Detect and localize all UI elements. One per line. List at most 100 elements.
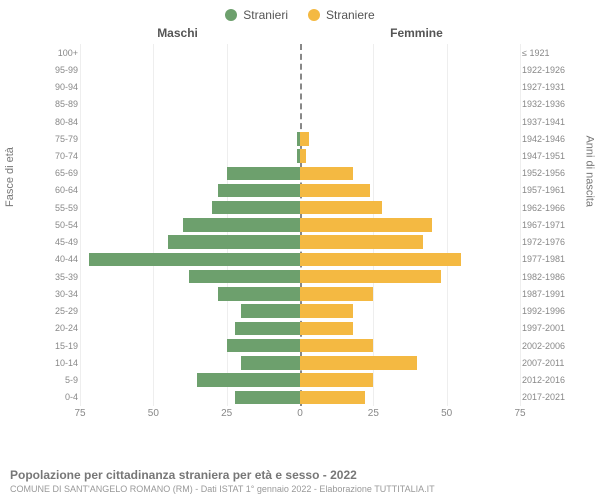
birth-year-label: 1942-1946: [522, 134, 576, 144]
male-bar-container: [80, 268, 300, 285]
male-bar: [218, 184, 300, 197]
pyramid-row: 80-841937-1941: [80, 113, 520, 130]
x-tick: 50: [441, 408, 452, 419]
pyramid-row: 30-341987-1991: [80, 285, 520, 302]
female-bar-container: [300, 354, 520, 371]
male-bar-container: [80, 320, 300, 337]
male-bar: [218, 287, 300, 300]
female-bar-container: [300, 216, 520, 233]
male-bar: [197, 373, 300, 386]
column-header-female: Femmine: [390, 26, 443, 40]
male-bar-container: [80, 113, 300, 130]
y-axis-label-right: Anni di nascita: [584, 135, 596, 207]
pyramid-row: 5-92012-2016: [80, 371, 520, 388]
birth-year-label: 1952-1956: [522, 168, 576, 178]
x-tick: 75: [514, 408, 525, 419]
female-bar-container: [300, 61, 520, 78]
age-label: 20-24: [44, 323, 78, 333]
pyramid-row: 55-591962-1966: [80, 199, 520, 216]
female-bar: [300, 218, 432, 231]
female-bar-container: [300, 234, 520, 251]
male-bar: [241, 304, 300, 317]
x-tick: 25: [221, 408, 232, 419]
male-bar: [241, 356, 300, 369]
legend-female-swatch: [308, 9, 320, 21]
male-bar: [235, 322, 300, 335]
female-bar: [300, 373, 373, 386]
age-label: 95-99: [44, 65, 78, 75]
pyramid-row: 70-741947-1951: [80, 147, 520, 164]
age-label: 45-49: [44, 237, 78, 247]
female-bar: [300, 304, 353, 317]
female-bar-container: [300, 182, 520, 199]
male-bar: [183, 218, 300, 231]
female-bar-container: [300, 251, 520, 268]
female-bar: [300, 270, 441, 283]
birth-year-label: 1992-1996: [522, 306, 576, 316]
female-bar: [300, 132, 309, 145]
age-label: 55-59: [44, 203, 78, 213]
female-bar: [300, 149, 306, 162]
age-label: 15-19: [44, 341, 78, 351]
male-bar-container: [80, 199, 300, 216]
legend-female-label: Straniere: [326, 8, 375, 22]
female-bar-container: [300, 285, 520, 302]
female-bar-container: [300, 165, 520, 182]
female-bar-container: [300, 130, 520, 147]
age-label: 90-94: [44, 82, 78, 92]
birth-year-label: 1982-1986: [522, 272, 576, 282]
legend-male-swatch: [225, 9, 237, 21]
male-bar-container: [80, 285, 300, 302]
legend-female: Straniere: [308, 8, 375, 22]
male-bar-container: [80, 303, 300, 320]
female-bar-container: [300, 389, 520, 406]
plot: 100+≤ 192195-991922-192690-941927-193185…: [80, 44, 520, 406]
legend: Stranieri Straniere: [0, 0, 600, 26]
female-bar-container: [300, 44, 520, 61]
pyramid-row: 95-991922-1926: [80, 61, 520, 78]
pyramid-row: 65-691952-1956: [80, 165, 520, 182]
pyramid-row: 35-391982-1986: [80, 268, 520, 285]
female-bar-container: [300, 320, 520, 337]
male-bar-container: [80, 337, 300, 354]
male-bar-container: [80, 61, 300, 78]
male-bar-container: [80, 130, 300, 147]
pyramid-row: 15-192002-2006: [80, 337, 520, 354]
birth-year-label: 1987-1991: [522, 289, 576, 299]
x-tick: 75: [74, 408, 85, 419]
birth-year-label: 1997-2001: [522, 323, 576, 333]
age-label: 30-34: [44, 289, 78, 299]
birth-year-label: 1947-1951: [522, 151, 576, 161]
female-bar-container: [300, 96, 520, 113]
x-tick: 25: [368, 408, 379, 419]
male-bar: [235, 391, 300, 404]
birth-year-label: 2012-2016: [522, 375, 576, 385]
male-bar: [89, 253, 300, 266]
x-tick: 0: [297, 408, 303, 419]
column-header-male: Maschi: [157, 26, 198, 40]
age-label: 75-79: [44, 134, 78, 144]
birth-year-label: 1967-1971: [522, 220, 576, 230]
age-label: 50-54: [44, 220, 78, 230]
birth-year-label: ≤ 1921: [522, 48, 576, 58]
pyramid-row: 10-142007-2011: [80, 354, 520, 371]
female-bar: [300, 287, 373, 300]
pyramid-row: 40-441977-1981: [80, 251, 520, 268]
age-label: 0-4: [44, 392, 78, 402]
male-bar: [227, 339, 300, 352]
pyramid-row: 100+≤ 1921: [80, 44, 520, 61]
male-bar-container: [80, 147, 300, 164]
x-axis: 7550250255075: [80, 408, 520, 424]
female-bar-container: [300, 303, 520, 320]
male-bar-container: [80, 389, 300, 406]
age-label: 70-74: [44, 151, 78, 161]
chart-area: Maschi Femmine Fasce di età Anni di nasc…: [45, 26, 555, 436]
male-bar-container: [80, 251, 300, 268]
birth-year-label: 2017-2021: [522, 392, 576, 402]
age-label: 85-89: [44, 99, 78, 109]
female-bar: [300, 235, 423, 248]
x-tick: 50: [148, 408, 159, 419]
birth-year-label: 1937-1941: [522, 117, 576, 127]
female-bar-container: [300, 268, 520, 285]
female-bar-container: [300, 113, 520, 130]
